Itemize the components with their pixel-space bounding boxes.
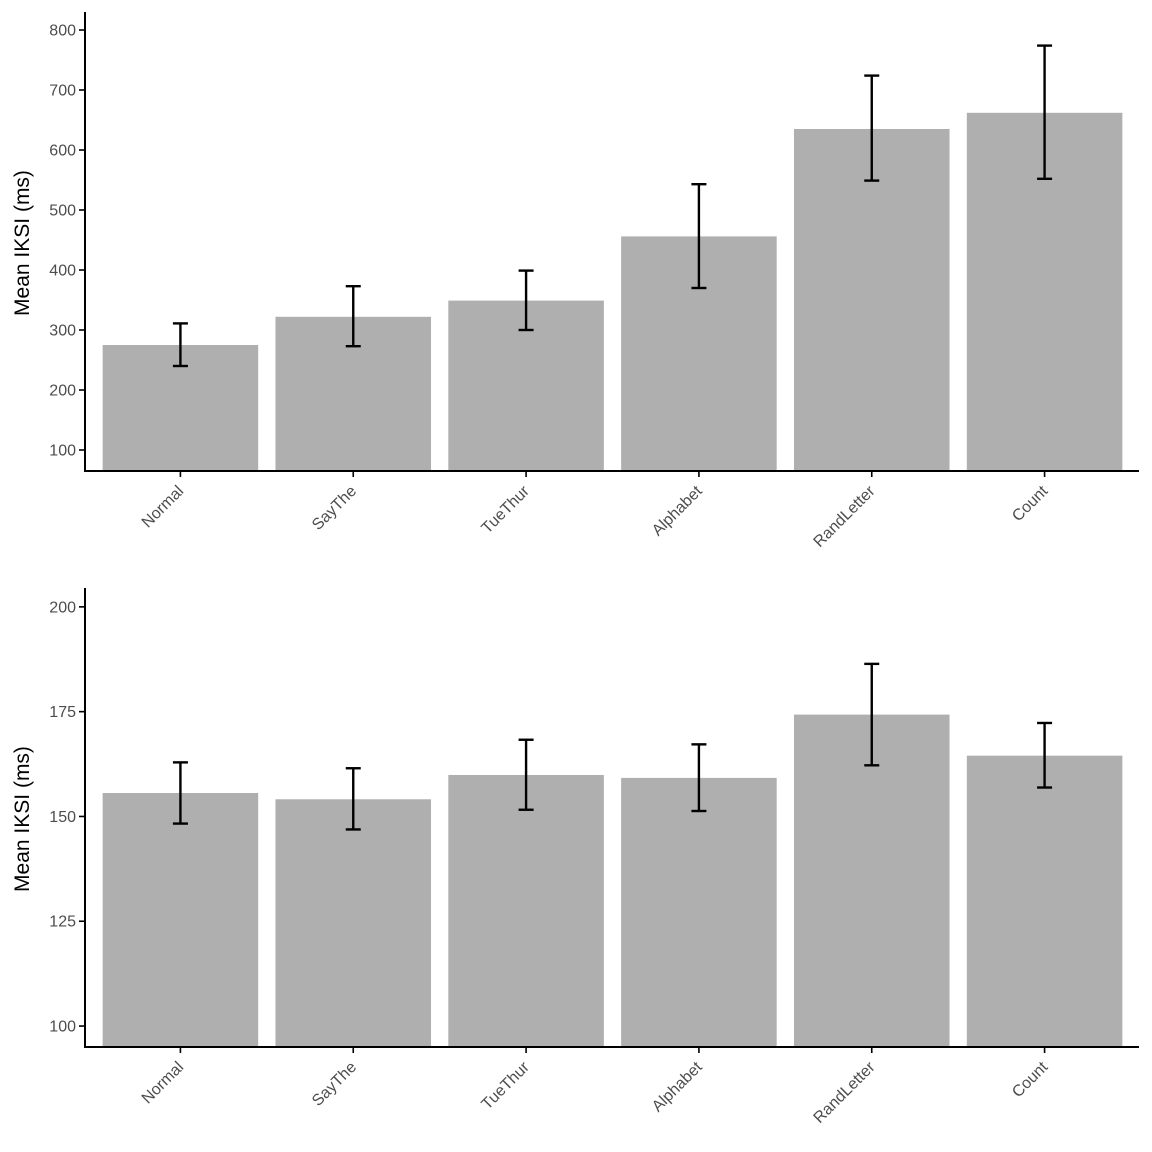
y-tick-label: 800	[49, 23, 76, 40]
error-bar-count	[1037, 721, 1053, 789]
bar-randletter	[793, 714, 950, 1047]
error-bar-saythe	[345, 285, 361, 348]
x-tick-label: TueThur	[479, 482, 534, 537]
error-bar-tuethur	[518, 738, 534, 811]
error-bar-randletter	[864, 74, 880, 182]
x-tick-label: TueThur	[479, 1058, 534, 1113]
y-tick-label: 175	[49, 704, 76, 721]
error-bar-count	[1037, 44, 1053, 181]
y-tick-label: 300	[49, 323, 76, 340]
error-bar-alphabet	[691, 743, 707, 813]
y-tick-label: 500	[49, 203, 76, 220]
panel-bottom: 100 125 150 175 200 Normal SayThe TueThur Alphab…	[11, 588, 1139, 1127]
bar-saythe	[275, 799, 432, 1047]
x-tick-label: RandLetter	[811, 1058, 879, 1126]
y-tick-label: 100	[49, 443, 76, 460]
x-tick-label: Alphabet	[649, 1058, 706, 1115]
y-tick-label: 200	[49, 599, 76, 616]
x-tick-label: SayThe	[309, 483, 360, 534]
error-bar-alphabet	[691, 182, 707, 290]
bar-randletter	[793, 129, 950, 471]
bar-normal	[102, 792, 259, 1047]
panel-top: 100 200 300 400 500 600 700 800 Normal SayThe TueT…	[11, 12, 1139, 551]
y-tick-label: 100	[49, 1019, 76, 1036]
error-bar-saythe	[345, 767, 361, 831]
error-bar-tuethur	[518, 269, 534, 332]
y-axis-title: Mean IKSI (ms)	[11, 170, 34, 316]
bar-tuethur	[448, 774, 604, 1047]
x-tick-label: Alphabet	[649, 482, 706, 539]
y-tick-label: 125	[49, 914, 76, 931]
y-tick-label: 700	[49, 83, 76, 100]
x-tick-label: Normal	[139, 483, 187, 531]
y-tick-label: 200	[49, 383, 76, 400]
x-tick-label: Normal	[139, 1059, 187, 1107]
y-tick-label: 600	[49, 143, 76, 160]
error-bar-normal	[172, 322, 188, 368]
x-tick-label: Count	[1009, 1058, 1052, 1101]
y-tick-label: 150	[49, 809, 76, 826]
bar-alphabet	[621, 777, 777, 1047]
bar-count	[966, 755, 1123, 1047]
x-tick-label: RandLetter	[811, 482, 879, 550]
error-bar-randletter	[864, 662, 880, 767]
y-tick-label: 400	[49, 263, 76, 280]
y-axis-title: Mean IKSI (ms)	[11, 746, 34, 892]
x-tick-label: Count	[1009, 482, 1052, 525]
x-tick-label: SayThe	[309, 1059, 360, 1110]
error-bar-normal	[172, 761, 188, 825]
